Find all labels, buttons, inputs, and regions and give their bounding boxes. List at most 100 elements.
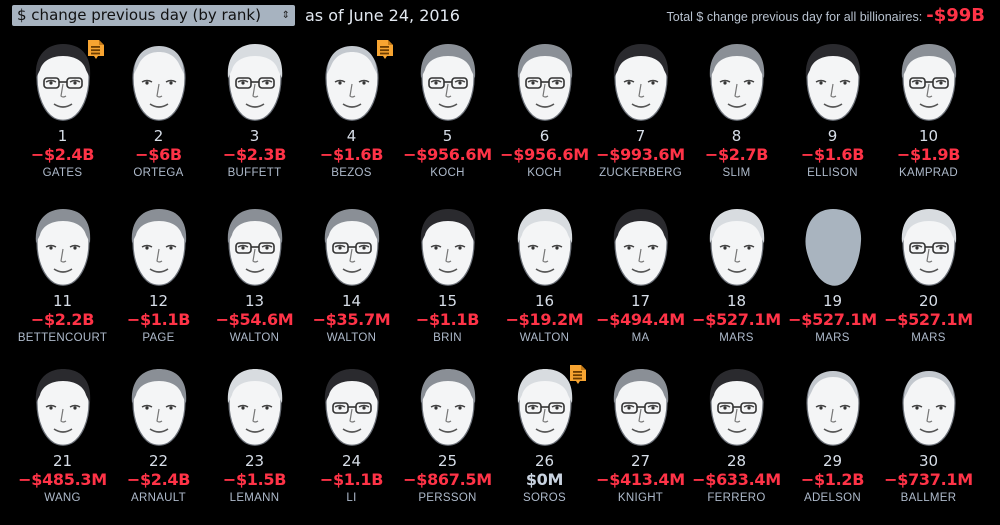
portrait[interactable] [413, 40, 483, 124]
face-illustration-icon [420, 44, 475, 121]
billionaire-card[interactable]: 23 −$1.5B LEMANN [206, 365, 303, 506]
billionaire-card[interactable]: 17 −$494.4M MA [592, 205, 689, 346]
portrait[interactable] [28, 205, 98, 289]
billionaire-card[interactable]: 21 −$485.3M WANG [14, 365, 111, 506]
rank-number: 5 [442, 127, 453, 145]
dollar-change: −$19.2M [505, 310, 584, 329]
portrait[interactable] [317, 205, 387, 289]
note-icon[interactable] [376, 40, 393, 60]
portrait[interactable] [894, 365, 964, 449]
billionaire-card[interactable]: 27 −$413.4M KNIGHT [592, 365, 689, 506]
face-illustration-icon [517, 209, 572, 286]
portrait[interactable] [510, 365, 586, 449]
billionaire-card[interactable]: 25 −$867.5M PERSSON [399, 365, 496, 506]
billionaire-card[interactable]: 6 −$956.6M KOCH [496, 40, 593, 181]
dollar-change: −$867.5M [403, 470, 492, 489]
billionaire-name: MARS [815, 332, 850, 344]
face-illustration-icon [35, 44, 90, 121]
portrait[interactable] [220, 365, 290, 449]
rank-number: 29 [822, 452, 843, 470]
dollar-change: −$1.6B [800, 145, 865, 164]
billionaire-card[interactable]: 11 −$2.2B BETTENCOURT [14, 205, 111, 346]
billionaire-name: PERSSON [418, 492, 477, 504]
face-illustration-icon [901, 209, 956, 286]
sort-select[interactable]: $ change previous day (by rank) ⇕ [12, 5, 295, 26]
note-icon[interactable] [569, 365, 586, 385]
face-illustration-icon [517, 44, 572, 121]
portrait[interactable] [510, 40, 580, 124]
dollar-change: −$737.1M [884, 470, 973, 489]
portrait[interactable] [124, 205, 194, 289]
portrait[interactable] [606, 365, 676, 449]
rank-number: 17 [630, 292, 651, 310]
billionaire-card[interactable]: 9 −$1.6B ELLISON [784, 40, 881, 181]
rank-number: 3 [249, 127, 260, 145]
billionaire-card[interactable]: 14 −$35.7M WALTON [303, 205, 400, 346]
billionaire-card[interactable]: 5 −$956.6M KOCH [399, 40, 496, 181]
portrait[interactable] [413, 205, 483, 289]
header-bar: $ change previous day (by rank) ⇕ as of … [0, 0, 1000, 28]
portrait[interactable] [220, 205, 290, 289]
portrait[interactable] [702, 40, 772, 124]
billionaire-card[interactable]: 26 $0M SOROS [496, 365, 593, 506]
billionaire-card[interactable]: 15 −$1.1B BRIN [399, 205, 496, 346]
dollar-change: −$6B [135, 145, 182, 164]
billionaire-card[interactable]: 18 −$527.1M MARS [688, 205, 785, 346]
billionaire-card[interactable]: 30 −$737.1M BALLMER [880, 365, 977, 506]
face-illustration-icon [131, 209, 186, 286]
billionaire-card[interactable]: 16 −$19.2M WALTON [496, 205, 593, 346]
portrait[interactable] [124, 365, 194, 449]
billionaire-card[interactable]: 24 −$1.1B LI [303, 365, 400, 506]
portrait[interactable] [894, 40, 964, 124]
portrait[interactable] [317, 365, 387, 449]
note-icon[interactable] [87, 40, 104, 60]
billionaire-card[interactable]: 8 −$2.7B SLIM [688, 40, 785, 181]
portrait[interactable] [798, 205, 868, 289]
billionaire-card[interactable]: 13 −$54.6M WALTON [206, 205, 303, 346]
dollar-change: −$1.2B [800, 470, 865, 489]
billionaire-name: WALTON [229, 332, 280, 344]
portrait[interactable] [702, 205, 772, 289]
face-illustration-icon [613, 369, 668, 446]
portrait[interactable] [798, 40, 868, 124]
dollar-change: −$1.1B [126, 310, 191, 329]
portrait[interactable] [606, 205, 676, 289]
portrait[interactable] [413, 365, 483, 449]
total-change: Total $ change previous day for all bill… [667, 5, 985, 28]
billionaire-card[interactable]: 3 −$2.3B BUFFETT [206, 40, 303, 181]
billionaire-card[interactable]: 7 −$993.6M ZUCKERBERG [592, 40, 689, 181]
dollar-change: −$2.4B [30, 145, 95, 164]
dollar-change: −$2.3B [222, 145, 287, 164]
billionaire-card[interactable]: 28 −$633.4M FERRERO [688, 365, 785, 506]
billionaire-card[interactable]: 10 −$1.9B KAMPRAD [880, 40, 977, 181]
face-illustration-icon [420, 369, 475, 446]
dollar-change: −$1.1B [319, 470, 384, 489]
billionaire-card[interactable]: 22 −$2.4B ARNAULT [110, 365, 207, 506]
billionaire-card[interactable]: 29 −$1.2B ADELSON [784, 365, 881, 506]
portrait[interactable] [510, 205, 580, 289]
billionaire-name: KOCH [527, 167, 562, 179]
billionaire-card[interactable]: 12 −$1.1B PAGE [110, 205, 207, 346]
dollar-change: −$1.5B [222, 470, 287, 489]
portrait[interactable] [28, 365, 98, 449]
dollar-change: −$35.7M [312, 310, 391, 329]
portrait[interactable] [124, 40, 194, 124]
billionaire-card[interactable]: 1 −$2.4B GATES [14, 40, 111, 181]
rank-number: 12 [148, 292, 169, 310]
portrait[interactable] [606, 40, 676, 124]
billionaire-name: ELLISON [807, 167, 858, 179]
portrait[interactable] [220, 40, 290, 124]
billionaire-card[interactable]: 2 −$6B ORTEGA [110, 40, 207, 181]
face-illustration-icon [613, 44, 668, 121]
billionaire-card[interactable]: 19 −$527.1M MARS [784, 205, 881, 346]
billionaire-card[interactable]: 4 −$1.6B BEZOS [303, 40, 400, 181]
portrait[interactable] [317, 40, 393, 124]
dollar-change: −$494.4M [596, 310, 685, 329]
total-change-value: -$99B [926, 5, 985, 26]
portrait[interactable] [798, 365, 868, 449]
portrait[interactable] [28, 40, 104, 124]
portrait[interactable] [702, 365, 772, 449]
rank-number: 16 [534, 292, 555, 310]
billionaire-card[interactable]: 20 −$527.1M MARS [880, 205, 977, 346]
portrait[interactable] [894, 205, 964, 289]
